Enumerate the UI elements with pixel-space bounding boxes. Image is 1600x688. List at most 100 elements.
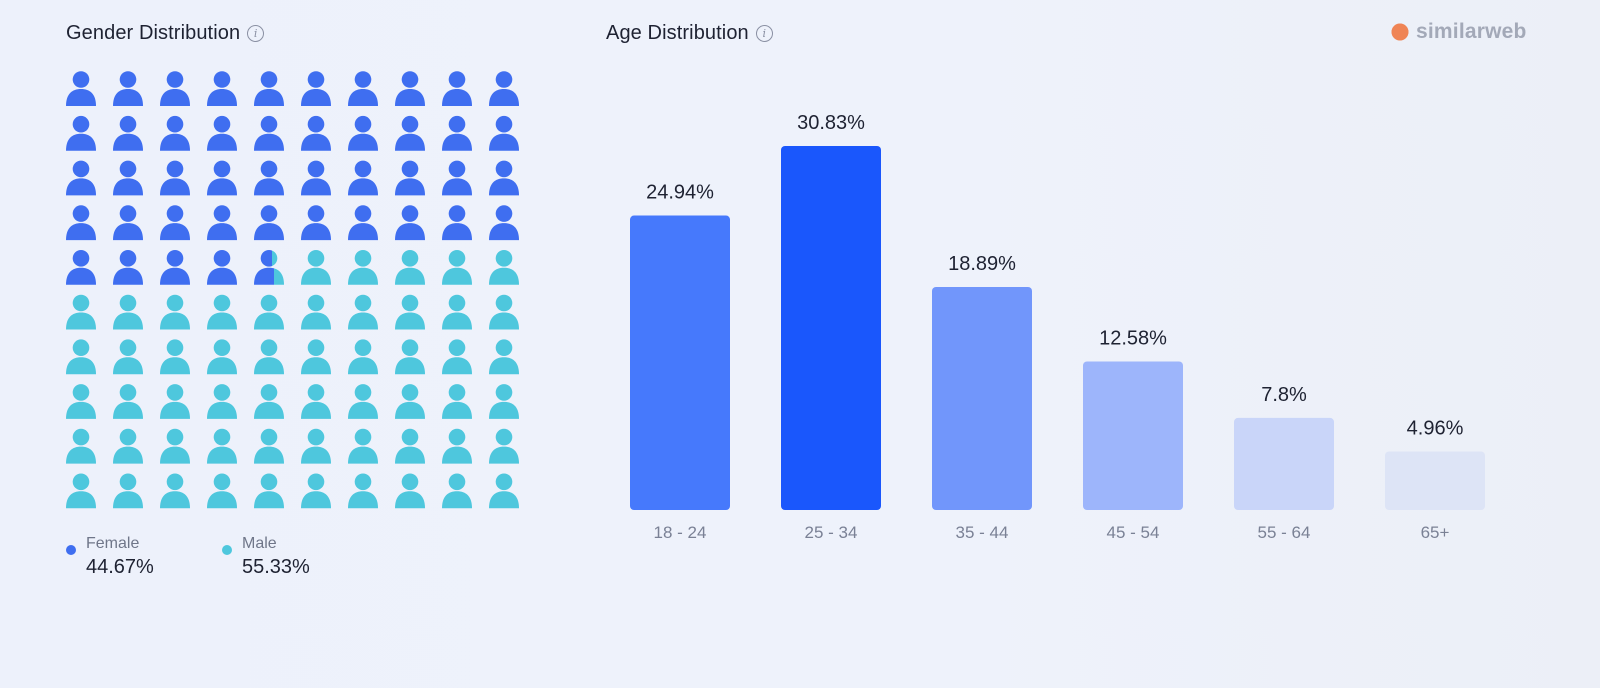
person-icon	[489, 339, 519, 375]
brand-logo[interactable]: similarweb	[1390, 20, 1527, 44]
x-tick-label: 35 - 44	[956, 523, 1009, 542]
male-value: 55.33%	[242, 556, 310, 578]
person-icon	[207, 71, 237, 106]
person-icon	[254, 428, 284, 464]
gender-title: Gender Distribution i	[66, 22, 265, 45]
person-icon	[489, 71, 519, 106]
info-icon[interactable]: i	[247, 25, 265, 42]
data-label: 18.89%	[948, 253, 1016, 275]
person-icon	[489, 294, 519, 330]
bar-25-34[interactable]	[781, 146, 881, 510]
age-title: Age Distribution i	[606, 22, 773, 45]
person-icon	[160, 339, 190, 375]
person-icon	[489, 384, 519, 419]
person-icon	[66, 428, 96, 464]
brand-name: similarweb	[1416, 20, 1527, 43]
bar-65+[interactable]	[1385, 451, 1485, 510]
person-icon	[113, 428, 143, 464]
person-icon	[207, 339, 237, 375]
person-icon	[207, 384, 237, 419]
person-icon	[160, 428, 190, 464]
person-icon	[442, 205, 472, 241]
data-label: 12.58%	[1099, 327, 1167, 349]
person-icon	[489, 428, 519, 464]
person-icon	[207, 205, 237, 241]
person-icon	[348, 339, 378, 375]
data-label: 24.94%	[646, 182, 714, 204]
person-icon	[113, 250, 143, 285]
person-icon	[489, 115, 519, 151]
person-icon	[66, 339, 96, 375]
info-icon[interactable]: i	[755, 25, 773, 42]
person-icon	[113, 473, 143, 509]
person-icon	[348, 71, 378, 106]
similarweb-logo-icon	[1391, 23, 1409, 41]
person-icon	[207, 294, 237, 330]
bar-18-24[interactable]	[630, 215, 730, 510]
person-icon	[160, 205, 190, 241]
person-icon	[113, 115, 143, 151]
data-label: 4.96%	[1407, 417, 1464, 439]
person-icon	[254, 160, 284, 196]
person-icon	[207, 473, 237, 509]
person-icon	[301, 71, 331, 106]
person-icon	[442, 428, 472, 464]
person-icon	[395, 384, 425, 419]
person-icon	[254, 339, 284, 375]
bar-45-54[interactable]	[1083, 361, 1183, 510]
person-icon	[160, 115, 190, 151]
person-icon	[395, 115, 425, 151]
person-icon	[395, 428, 425, 464]
person-icon	[254, 205, 284, 241]
x-tick-label: 18 - 24	[654, 523, 707, 542]
person-icon	[160, 294, 190, 330]
person-icon	[66, 384, 96, 419]
x-tick-label: 65+	[1421, 523, 1450, 542]
person-icon	[395, 160, 425, 196]
person-icon	[113, 71, 143, 106]
x-tick-label: 25 - 34	[805, 523, 858, 542]
x-tick-label: 45 - 54	[1107, 523, 1160, 542]
female-dot	[66, 545, 76, 555]
age-bar-chart: 24.94% 18 - 24 30.83% 25 - 34 18.89% 35 - 44 1…	[630, 112, 1485, 542]
person-icon	[207, 428, 237, 464]
person-icon	[254, 294, 284, 330]
person-icon	[442, 160, 472, 196]
person-icon	[301, 115, 331, 151]
person-icon	[442, 384, 472, 419]
person-icon	[348, 473, 378, 509]
person-icon	[66, 294, 96, 330]
person-icon	[113, 205, 143, 241]
data-label: 30.83%	[797, 112, 865, 134]
person-icon	[113, 339, 143, 375]
person-icon	[395, 205, 425, 241]
person-icon	[66, 71, 96, 106]
person-icon	[66, 250, 96, 285]
person-icon	[395, 339, 425, 375]
person-icon	[348, 250, 378, 285]
person-icon	[301, 384, 331, 419]
person-icon	[442, 71, 472, 106]
person-icon	[489, 250, 519, 285]
data-label: 7.8%	[1261, 384, 1307, 406]
person-icon	[301, 250, 331, 285]
person-icon	[395, 294, 425, 330]
person-icon	[113, 384, 143, 419]
person-icon	[301, 205, 331, 241]
person-icon	[254, 71, 284, 106]
bar-35-44[interactable]	[932, 286, 1032, 510]
person-icon	[160, 384, 190, 419]
female-label: Female	[86, 535, 140, 552]
person-icon	[66, 160, 96, 196]
person-icon	[395, 71, 425, 106]
person-icon	[160, 71, 190, 106]
person-icon	[160, 473, 190, 509]
person-icon	[254, 250, 284, 285]
male-dot	[222, 545, 232, 555]
person-icon	[442, 294, 472, 330]
bar-55-64[interactable]	[1234, 417, 1334, 510]
person-icon	[395, 250, 425, 285]
person-icon	[489, 473, 519, 509]
x-tick-label: 55 - 64	[1258, 523, 1311, 542]
person-icon	[66, 115, 96, 151]
